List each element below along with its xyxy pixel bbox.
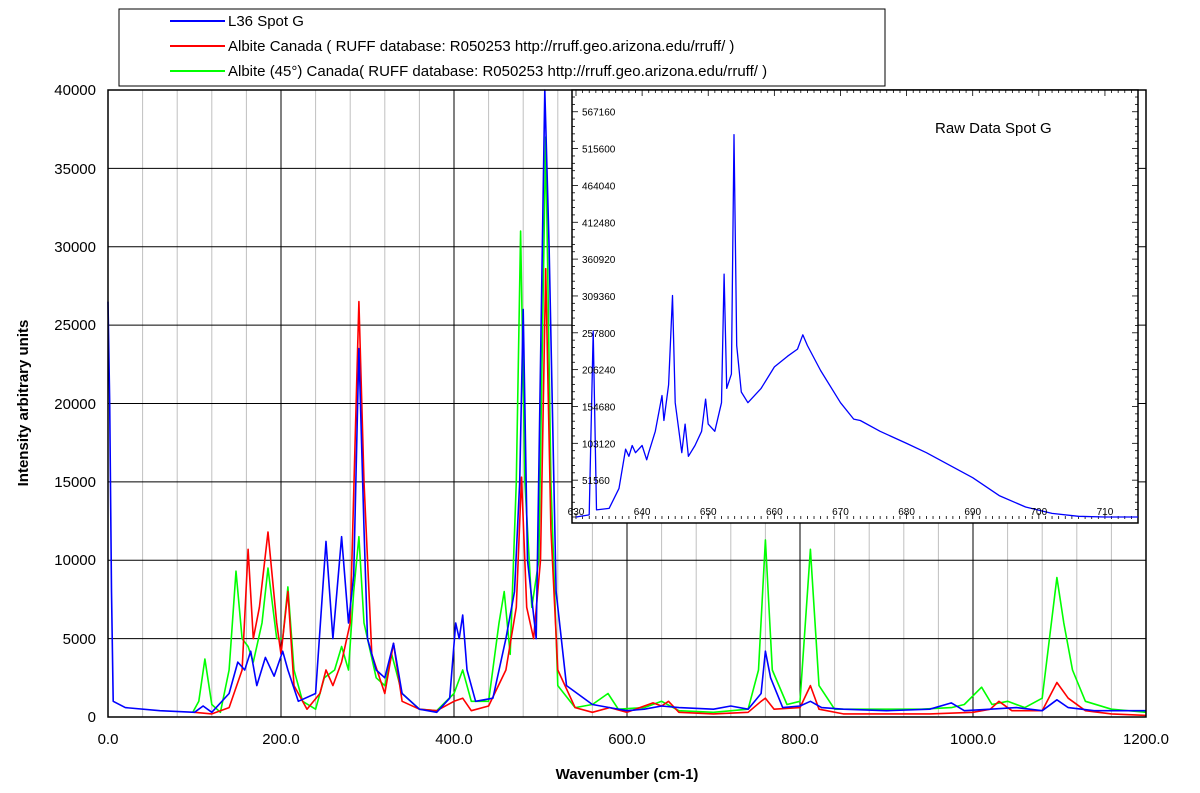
inset-x-tick-label: 700 bbox=[1030, 507, 1047, 518]
x-axis-title: Wavenumber (cm-1) bbox=[556, 766, 699, 783]
inset-x-tick-labels: 630 640 650 660 670 680 690 700 710 bbox=[568, 507, 1114, 518]
inset-y-tick-label: 51560 bbox=[582, 476, 610, 487]
inset-y-tick-label: 567160 bbox=[582, 108, 616, 119]
inset-series-group bbox=[575, 134, 1138, 518]
inset-y-tick-label: 464040 bbox=[582, 181, 616, 192]
x-tick-label: 1000.0 bbox=[950, 731, 996, 748]
series-line-2 bbox=[194, 267, 1147, 717]
x-tick-label: 600.0 bbox=[608, 731, 646, 748]
y-tick-labels: 0 5000 10000 15000 20000 25000 30000 350… bbox=[54, 82, 96, 726]
inset-y-tick-label: 412480 bbox=[582, 218, 616, 229]
inset-series-line bbox=[575, 134, 1138, 518]
x-tick-label: 0.0 bbox=[98, 731, 119, 748]
inset-y-tick-labels: 51560 103120 154680 206240 257800 309360 36092… bbox=[582, 108, 616, 487]
inset-y-tick-label: 257800 bbox=[582, 329, 616, 340]
inset-y-tick-label: 103120 bbox=[582, 439, 616, 450]
x-tick-label: 800.0 bbox=[781, 731, 819, 748]
main-series-group bbox=[107, 89, 1147, 717]
inset-x-tick-label: 650 bbox=[700, 507, 717, 518]
inset-x-tick-label: 690 bbox=[964, 507, 981, 518]
x-tick-label: 1200.0 bbox=[1123, 731, 1169, 748]
inset-chart: Raw Data Spot G 51560 103120 154680 206240 2… bbox=[568, 89, 1139, 524]
x-tick-labels: 0.0 200.0 400.0 600.0 800.0 1000.0 1200.… bbox=[98, 731, 1169, 748]
inset-x-tick-label: 710 bbox=[1097, 507, 1114, 518]
inset-frame bbox=[571, 89, 1139, 524]
legend-entry-series-3: Albite (45°) Canada( RUFF database: R050… bbox=[228, 63, 767, 80]
y-tick-label: 25000 bbox=[54, 317, 96, 334]
inset-x-tick-label: 630 bbox=[568, 507, 585, 518]
y-tick-label: 0 bbox=[88, 709, 96, 726]
inset-x-tick-label: 670 bbox=[832, 507, 849, 518]
inset-axis-ticks bbox=[572, 90, 1139, 519]
inset-x-tick-label: 660 bbox=[766, 507, 783, 518]
inset-x-tick-label: 640 bbox=[634, 507, 651, 518]
legend: L36 Spot G Albite Canada ( RUFF database… bbox=[118, 8, 886, 87]
y-tick-label: 35000 bbox=[54, 161, 96, 178]
series-line-1 bbox=[107, 89, 1146, 714]
inset-title: Raw Data Spot G bbox=[935, 120, 1052, 137]
y-tick-label: 40000 bbox=[54, 82, 96, 99]
inset-y-tick-label: 206240 bbox=[582, 366, 616, 377]
legend-box bbox=[118, 8, 886, 87]
y-tick-label: 15000 bbox=[54, 474, 96, 491]
y-tick-label: 20000 bbox=[54, 396, 96, 413]
inset-y-tick-label: 360920 bbox=[582, 255, 616, 266]
y-tick-label: 10000 bbox=[54, 552, 96, 569]
legend-entry-series-2: Albite Canada ( RUFF database: R050253 h… bbox=[228, 38, 734, 55]
inset-y-tick-label: 515600 bbox=[582, 145, 616, 156]
inset-x-tick-label: 680 bbox=[898, 507, 915, 518]
inset-y-tick-label: 154680 bbox=[582, 402, 616, 413]
y-axis-title: Intensity arbitrary units bbox=[15, 320, 32, 487]
legend-entry-series-1: L36 Spot G bbox=[228, 13, 304, 30]
x-tick-label: 200.0 bbox=[262, 731, 300, 748]
inset-y-tick-label: 309360 bbox=[582, 292, 616, 303]
y-tick-label: 5000 bbox=[63, 631, 96, 648]
y-tick-label: 30000 bbox=[54, 239, 96, 256]
x-tick-label: 400.0 bbox=[435, 731, 473, 748]
